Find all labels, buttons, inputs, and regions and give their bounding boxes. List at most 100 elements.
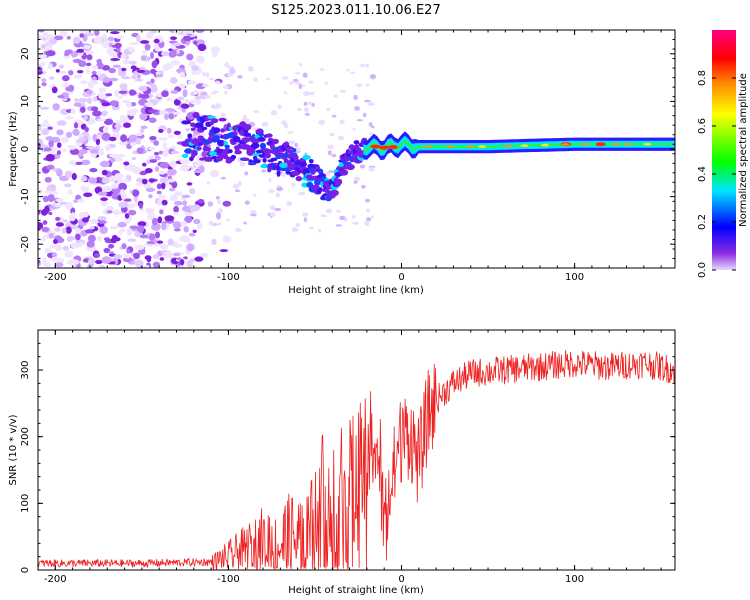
spectrogram-noise-blob <box>224 62 230 68</box>
spectrogram-noise-blob <box>161 199 168 206</box>
spectrogram-noise-blob <box>162 64 171 71</box>
spectrogram-noise-blob <box>294 142 298 148</box>
spectrogram-xtick-label: -200 <box>44 272 67 283</box>
spectrogram-noise-blob <box>167 238 174 246</box>
spectrogram-noise-blob <box>268 177 272 183</box>
spectrogram-noise-blob <box>108 175 119 182</box>
spectrogram-noise-blob <box>164 251 173 255</box>
spectrogram-noise-blob <box>48 140 54 148</box>
spectrogram-noise-blob <box>205 72 210 78</box>
spectrogram-noise-blob <box>183 256 188 260</box>
spectrogram-signal-blob <box>204 156 213 162</box>
spectrogram-noise-blob <box>40 209 48 216</box>
spectrogram-noise-blob <box>47 63 53 70</box>
spectrogram-noise-blob <box>298 191 306 196</box>
spectrogram-peak-spot <box>424 145 433 148</box>
spectrogram-signal-blob <box>255 149 264 154</box>
spectrogram-noise-blob <box>235 227 242 232</box>
spectrogram-peak-spot <box>387 145 398 150</box>
spectrogram-signal-blob <box>353 140 360 145</box>
spectrogram-noise-blob <box>180 103 190 109</box>
spectrogram-noise-blob <box>54 244 63 251</box>
spectrogram-noise-blob <box>224 91 228 95</box>
spectrogram-noise-blob <box>356 83 363 87</box>
spectrogram-noise-blob <box>292 78 299 82</box>
spectrogram-noise-blob <box>91 64 99 70</box>
spectrogram-peak-spot <box>561 143 570 146</box>
spectrogram-noise-blob <box>108 67 116 74</box>
spectrogram-noise-blob <box>98 264 106 268</box>
spectrogram-noise-blob <box>111 182 119 189</box>
spectrogram-noise-blob <box>47 194 55 202</box>
spectrogram-noise-blob <box>117 221 127 228</box>
spectrogram-noise-blob <box>40 61 46 67</box>
spectrogram-noise-blob <box>157 216 163 224</box>
spectrogram-noise-blob <box>104 258 111 264</box>
spectrogram-noise-blob <box>168 51 177 58</box>
spectrogram-noise-blob <box>53 239 58 245</box>
spectrogram-noise-blob <box>250 209 257 215</box>
spectrogram-peak-spot <box>611 142 620 146</box>
spectrogram-noise-blob <box>182 200 187 207</box>
spectrogram-signal-blob <box>247 162 257 166</box>
spectrogram-noise-blob <box>202 83 209 88</box>
spectrogram-noise-blob <box>187 80 198 85</box>
spectrogram-noise-blob <box>46 164 55 170</box>
spectrogram-noise-blob <box>95 138 101 145</box>
spectrogram-ylabel: Frequency (Hz) <box>8 111 19 187</box>
spectrogram-noise-blob <box>135 137 141 145</box>
spectrogram-noise-blob <box>287 131 294 134</box>
spectrogram-xtick-label: 0 <box>398 272 404 283</box>
spectrogram-noise-blob <box>118 182 128 191</box>
spectrogram-noise-blob <box>81 159 91 166</box>
spectrogram-noise-blob <box>281 76 289 80</box>
spectrogram-noise-blob <box>194 95 202 100</box>
spectrogram-xtick-label: -100 <box>217 272 240 283</box>
spectrogram-noise-blob <box>78 133 84 138</box>
spectrogram-noise-blob <box>38 30 45 33</box>
spectrogram-noise-blob <box>127 203 135 209</box>
spectrogram-noise-blob <box>152 239 158 243</box>
spectrogram-noise-blob <box>129 225 139 230</box>
spectrogram-noise-blob <box>123 178 129 183</box>
spectrogram-noise-blob <box>41 82 47 87</box>
spectrogram-ytick-label: 0 <box>20 146 31 152</box>
spectrogram-noise-blob <box>359 64 365 67</box>
spectrogram-noise-blob <box>200 252 209 258</box>
spectrogram-noise-blob <box>75 233 81 240</box>
spectrogram-noise-blob <box>86 97 93 104</box>
spectrogram-signal-blob <box>285 149 294 154</box>
spectrogram-signal-blob <box>285 146 294 150</box>
spectrogram-noise-blob <box>128 209 137 216</box>
spectrogram-noise-blob <box>108 77 119 82</box>
spectrogram-noise-blob <box>239 162 246 167</box>
spectrogram-noise-blob <box>276 186 284 192</box>
spectrogram-noise-blob <box>38 126 42 131</box>
spectrogram-noise-blob <box>79 211 88 219</box>
spectrogram-noise-blob <box>368 102 375 106</box>
spectrogram-noise-blob <box>44 190 53 194</box>
spectrogram-signal-blob <box>302 154 311 160</box>
spectrogram-noise-blob <box>142 162 147 167</box>
spectrogram-noise-blob <box>218 208 223 214</box>
spectrogram-noise-blob <box>161 182 166 190</box>
spectrogram-noise-blob <box>188 232 196 237</box>
spectrogram-noise-blob <box>156 240 164 244</box>
spectrogram-noise-blob <box>197 43 207 52</box>
spectrogram-noise-blob <box>280 172 286 177</box>
spectrogram-noise-blob <box>120 67 127 72</box>
spectrogram-noise-blob <box>159 177 168 183</box>
spectrogram-noise-blob <box>261 169 267 173</box>
colorbar-tick-label: 0.2 <box>697 214 708 230</box>
spectrogram-noise-blob <box>148 194 153 199</box>
spectrogram-noise-blob <box>108 136 117 142</box>
spectrogram-signal-blob <box>265 133 273 138</box>
spectrogram-noise-blob <box>153 151 160 156</box>
spectrogram-xtick-label: 100 <box>565 272 584 283</box>
colorbar: 0.0 0.2 0.4 0.6 0.8 Normalized spectral ampl… <box>697 30 749 278</box>
spectrogram-noise-blob <box>193 40 198 45</box>
spectrogram-noise-blob <box>64 170 73 178</box>
spectrogram-noise-blob <box>118 95 124 99</box>
spectrogram-noise-blob <box>43 45 53 52</box>
spectrogram-noise-blob <box>94 253 101 258</box>
